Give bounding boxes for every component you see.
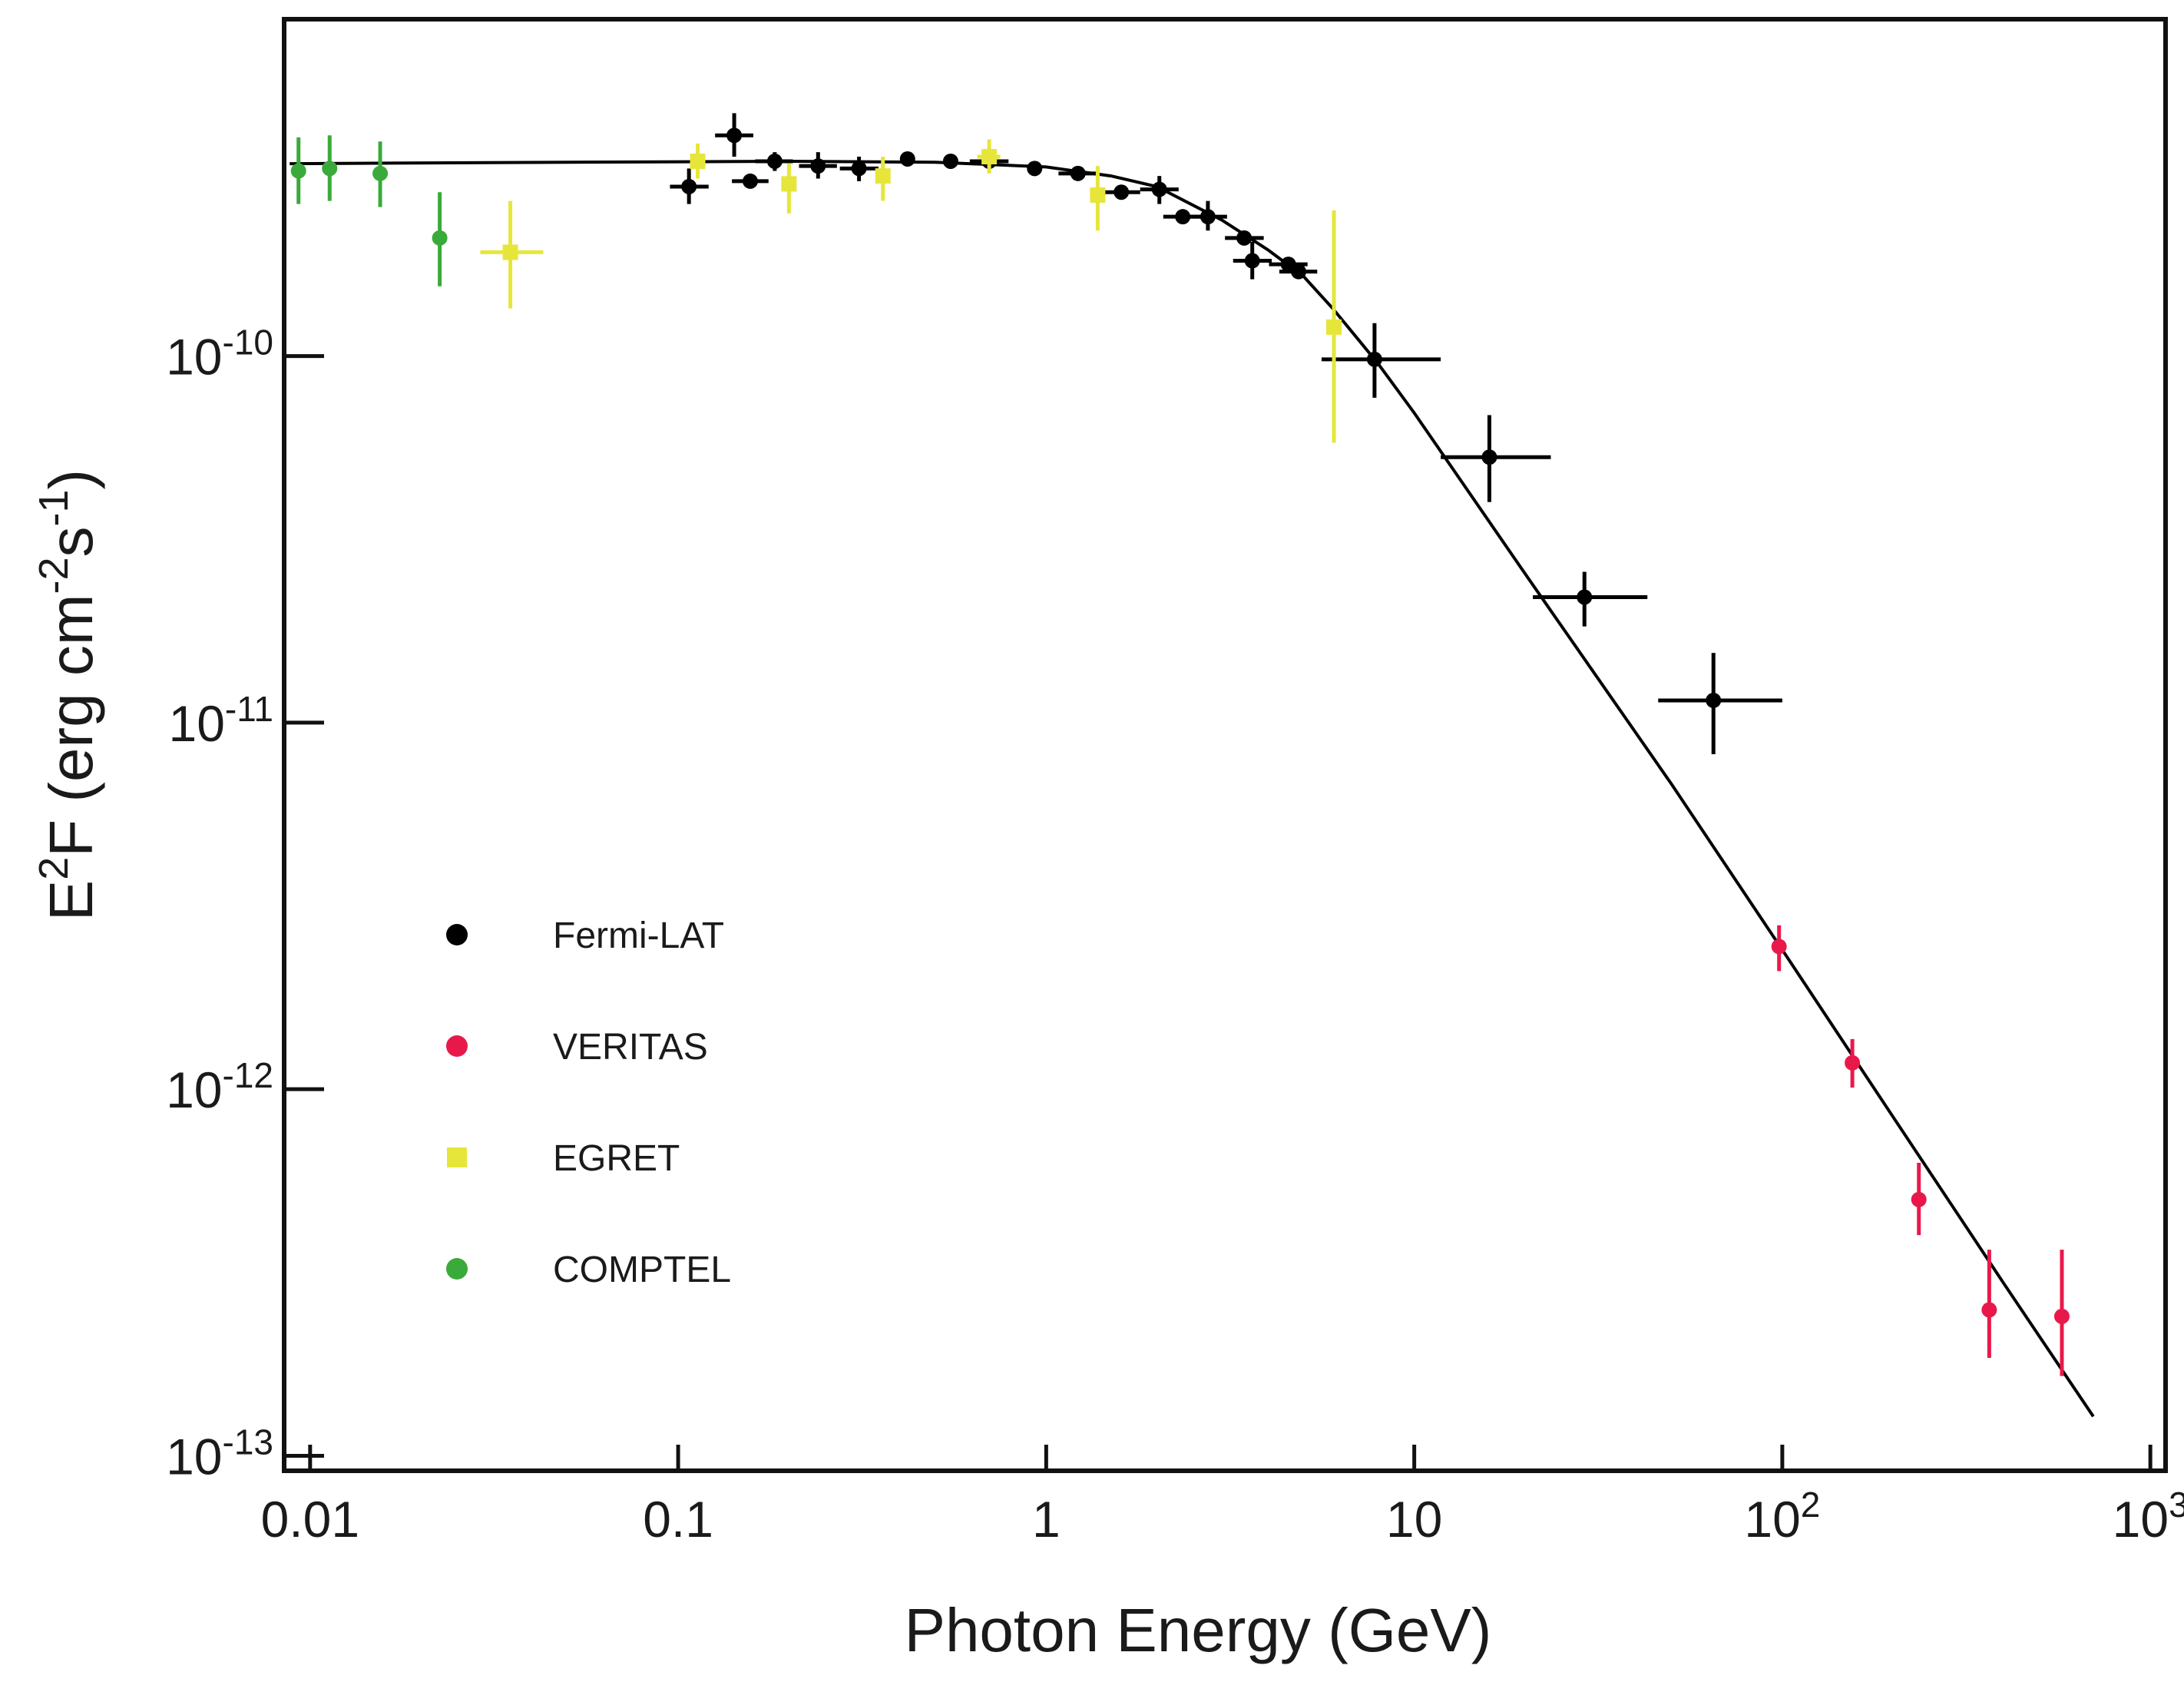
fermi-lat-point — [766, 153, 783, 169]
axes-layer: 0.01 0.1 1 10 102 103 10-10 10-11 10-12 10-13 — [166, 17, 2184, 1548]
egret-point — [781, 176, 797, 192]
fermi-lat-point — [1027, 161, 1043, 177]
veritas-point — [1771, 939, 1787, 955]
fermi-lat-point — [1291, 263, 1307, 280]
egret-point — [690, 153, 706, 169]
fermi-lat-point — [899, 151, 915, 167]
comptel-point — [290, 163, 306, 179]
x-tick-label: 1 — [1032, 1491, 1061, 1548]
series-veritas — [1771, 925, 2070, 1376]
fermi-lat-point — [1481, 449, 1497, 465]
legend-label-comptel: COMPTEL — [553, 1250, 731, 1290]
fermi-lat-point — [1175, 209, 1191, 225]
fermi-lat-point — [1244, 253, 1260, 269]
fermi-lat-point — [1200, 209, 1216, 225]
data-series-layer — [290, 113, 2070, 1376]
plot-frame — [282, 17, 2168, 1473]
legend-marker-comptel — [446, 1258, 468, 1280]
comptel-point — [322, 161, 338, 177]
egret-point — [1090, 187, 1106, 203]
egret-point — [502, 244, 518, 260]
egret-point — [1326, 319, 1342, 335]
x-tick-label: 102 — [1744, 1485, 1820, 1548]
fermi-lat-point — [942, 153, 958, 169]
fermi-lat-point — [1070, 165, 1086, 181]
legend-marker-fermi-lat — [446, 924, 468, 945]
y-tick-label: 10-13 — [166, 1422, 273, 1485]
model-curve-line — [290, 159, 2095, 1418]
veritas-point — [2053, 1308, 2070, 1324]
x-tick-label: 10 — [1386, 1491, 1442, 1548]
x-tick-label: 0.01 — [261, 1491, 359, 1548]
veritas-point — [1981, 1302, 1997, 1318]
egret-point — [875, 168, 891, 184]
veritas-point — [1845, 1055, 1861, 1071]
fermi-lat-point — [1236, 230, 1252, 246]
veritas-point — [1911, 1191, 1927, 1207]
legend-label-fermi-lat: Fermi-LAT — [553, 915, 724, 956]
x-tick-label: 0.1 — [643, 1491, 713, 1548]
y-tick-label: 10-11 — [169, 689, 274, 752]
fermi-lat-point — [1151, 181, 1167, 197]
fermi-lat-point — [726, 127, 743, 144]
x-tick-label: 103 — [2113, 1485, 2184, 1548]
comptel-point — [432, 230, 448, 246]
y-tick-label: 10-12 — [166, 1055, 273, 1118]
y-axis-title: E2F (erg cm-2s-1) — [31, 469, 105, 921]
fermi-lat-point — [1577, 589, 1593, 605]
fermi-lat-point — [1366, 351, 1382, 367]
legend-marker-egret — [447, 1147, 467, 1167]
legend-label-veritas: VERITAS — [553, 1027, 708, 1068]
fermi-lat-point — [810, 158, 826, 174]
series-comptel — [290, 135, 448, 286]
comptel-point — [372, 165, 389, 181]
legend-marker-veritas — [446, 1035, 468, 1057]
series-fermi-lat — [670, 113, 1782, 755]
x-axis-title: Photon Energy (GeV) — [905, 1596, 1492, 1664]
fermi-lat-point — [681, 178, 697, 194]
fermi-lat-point — [1114, 184, 1130, 200]
egret-point — [981, 148, 998, 164]
model-curve-layer — [290, 159, 2095, 1418]
legend-label-egret: EGRET — [553, 1138, 680, 1179]
legend: Fermi-LAT VERITAS EGRET COMPTEL — [446, 915, 731, 1290]
y-tick-label: 10-10 — [166, 323, 273, 386]
fermi-lat-point — [1706, 692, 1722, 708]
fermi-lat-point — [851, 161, 867, 177]
series-egret — [480, 139, 1342, 443]
fermi-lat-point — [742, 173, 758, 189]
